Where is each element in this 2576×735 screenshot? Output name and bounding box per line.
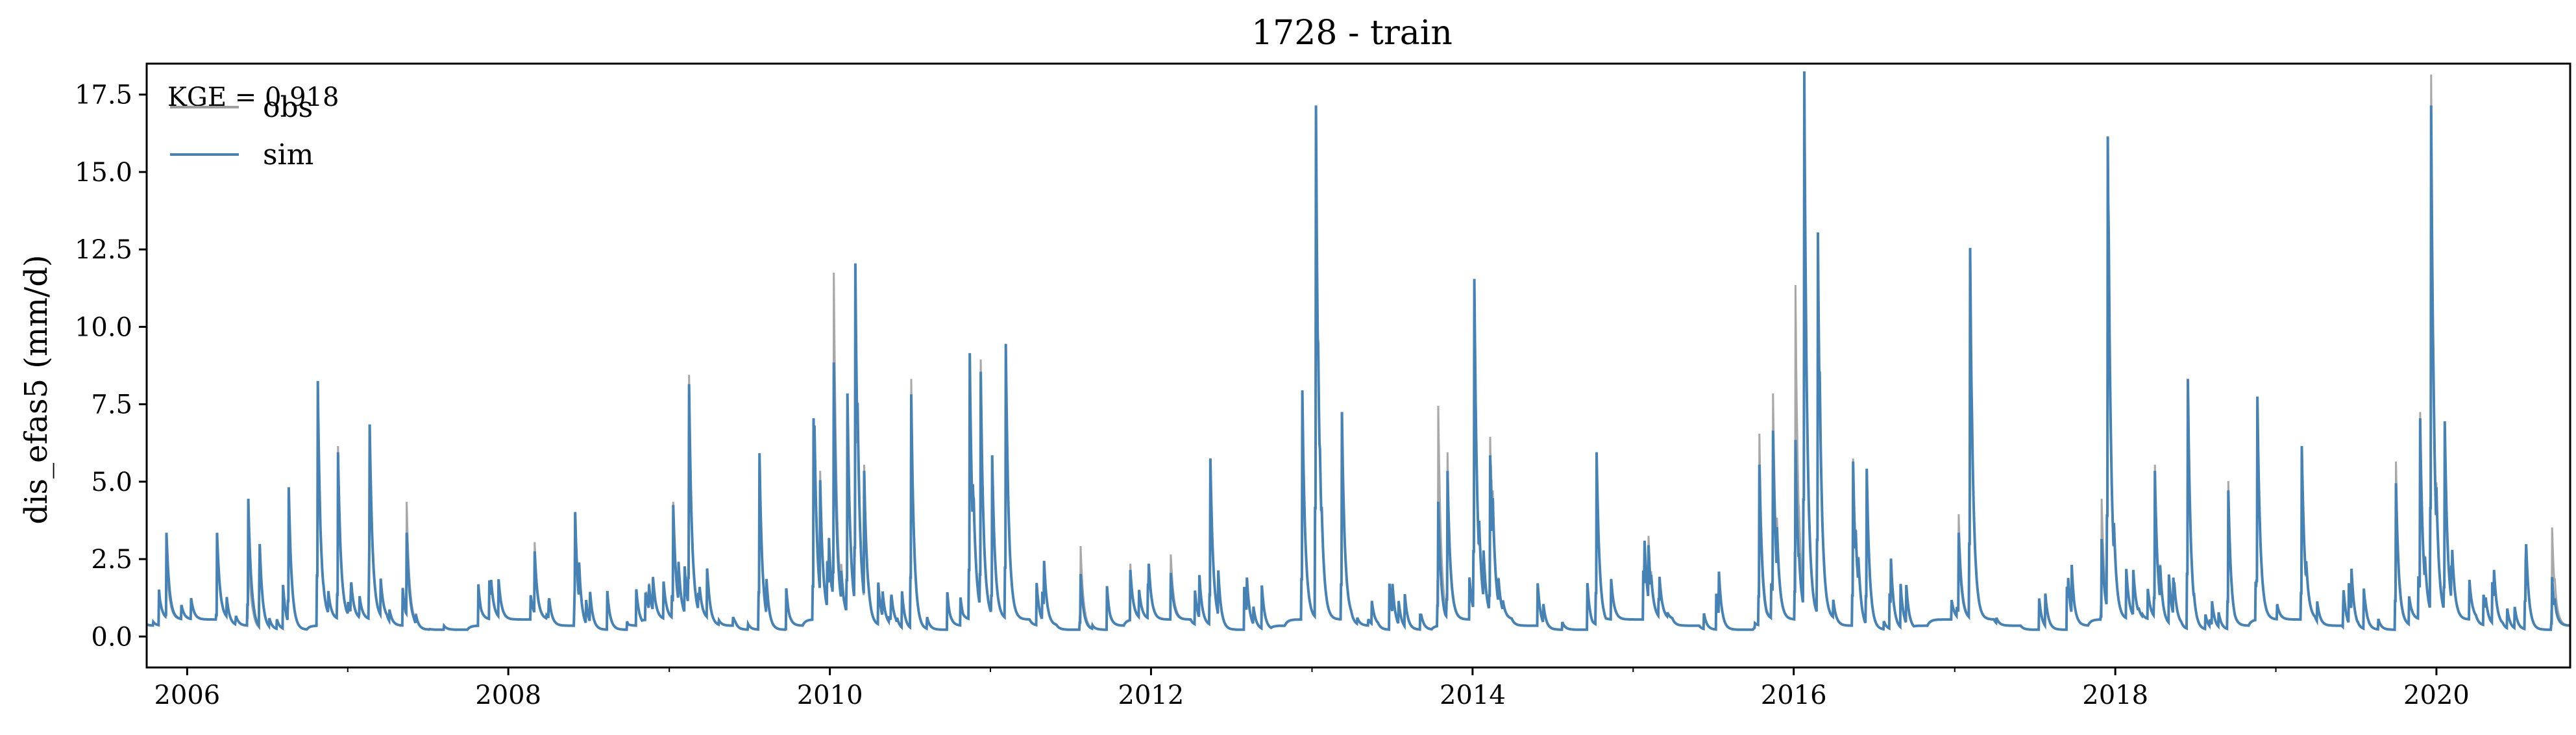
- y-tick-label: 15.0: [75, 158, 132, 188]
- y-axis-label: dis_efas5 (mm/d): [18, 255, 55, 524]
- y-tick-label: 2.5: [91, 545, 132, 575]
- x-axis: 2006 2008 2010 2012 2014 2016 2018 2020: [154, 667, 2470, 710]
- y-tick-label: 17.5: [75, 81, 132, 110]
- x-tick-label: 2016: [1761, 680, 1827, 710]
- legend-label-obs: obs: [263, 91, 313, 124]
- x-tick-label: 2010: [797, 680, 863, 710]
- plot-frame: [145, 62, 2571, 669]
- series-line-sim: [147, 71, 2570, 632]
- y-axis: 0.0 2.5 5.0 7.5 10.0 12.5 15.0 17.5: [75, 81, 147, 652]
- legend: obs sim: [170, 91, 313, 171]
- series-line-obs: [147, 74, 2570, 631]
- series-layer: [147, 71, 2570, 632]
- plot-area: [147, 71, 2570, 632]
- y-tick-label: 10.0: [75, 312, 132, 342]
- x-tick-label: 2006: [154, 680, 220, 710]
- x-tick-label: 2008: [475, 680, 541, 710]
- y-tick-label: 12.5: [75, 235, 132, 265]
- y-tick-label: 5.0: [91, 467, 132, 497]
- x-tick-label: 2014: [1440, 680, 1506, 710]
- x-tick-label: 2020: [2403, 680, 2470, 710]
- y-tick-label: 7.5: [91, 390, 132, 420]
- x-tick-label: 2018: [2082, 680, 2148, 710]
- chart-title: 1728 - train: [1251, 14, 1453, 53]
- legend-label-sim: sim: [263, 138, 313, 171]
- x-tick-label: 2012: [1118, 680, 1184, 710]
- y-tick-label: 0.0: [91, 622, 132, 652]
